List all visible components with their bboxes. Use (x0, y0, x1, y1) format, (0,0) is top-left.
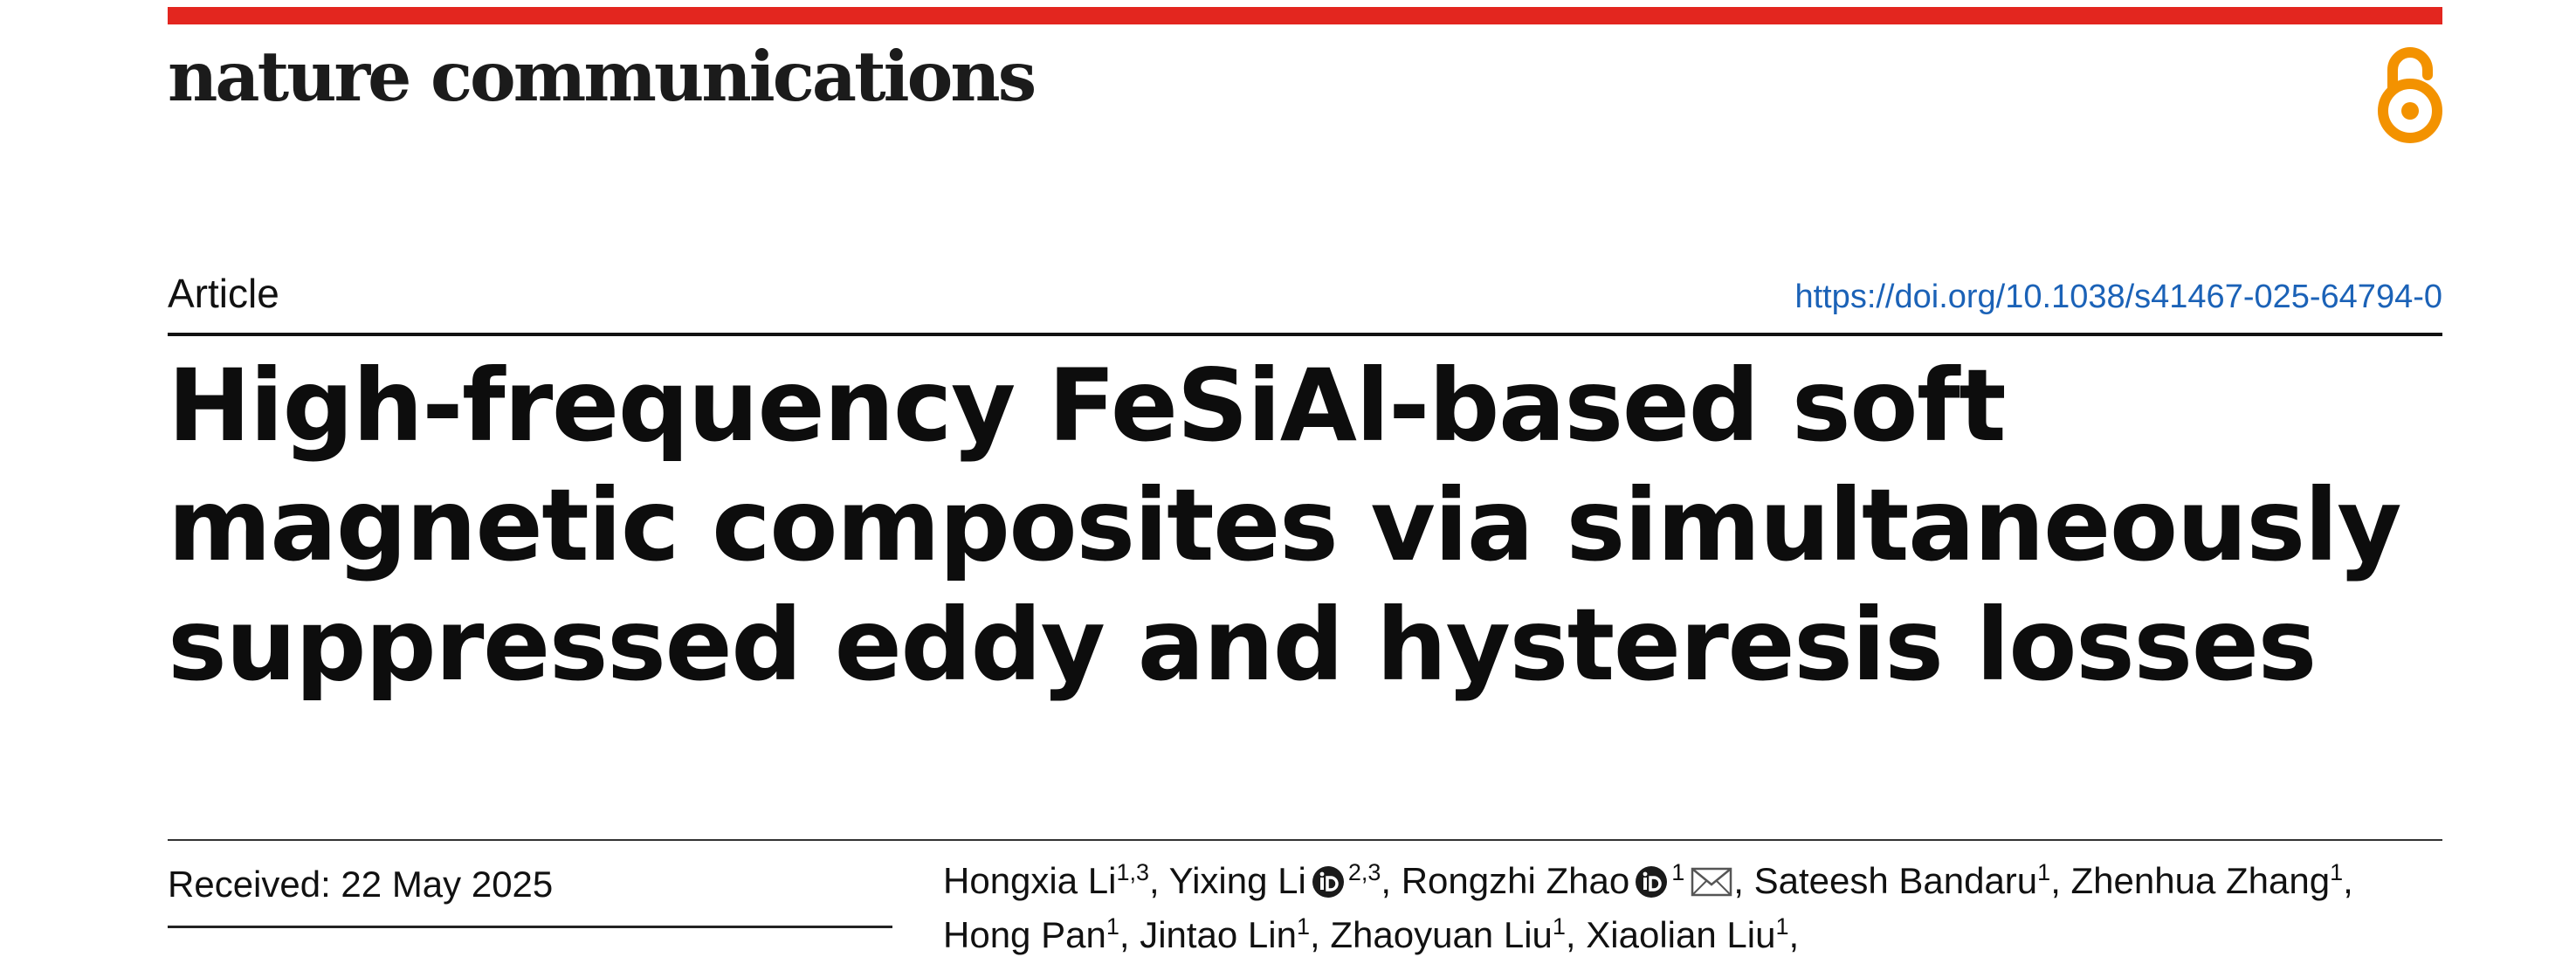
author-item[interactable]: Jintao Lin1, (1140, 914, 1320, 955)
affiliation-marker: 1 (2037, 859, 2051, 885)
author-name[interactable]: Sateesh Bandaru (1753, 860, 2038, 901)
author-separator: , (1381, 860, 1392, 901)
author-name[interactable]: Hongxia Li (943, 860, 1117, 901)
author-separator: , (1788, 914, 1800, 955)
affiliation-marker: 1 (1775, 913, 1789, 940)
author-separator: , (2050, 860, 2061, 901)
email-icon[interactable] (1690, 866, 1733, 898)
author-list: Hongxia Li1,3, Yixing Li 2,3, Rongzhi Zha… (943, 854, 2436, 957)
affiliation-marker: 1 (1105, 913, 1119, 940)
affiliation-marker: 1 (2330, 859, 2344, 885)
author-separator: , (1565, 914, 1576, 955)
article-type: Article (168, 271, 279, 316)
author-item[interactable]: Hong Pan1, (943, 914, 1130, 955)
affiliation-marker: 1,3 (1116, 859, 1150, 885)
doi-link[interactable]: https://doi.org/10.1038/s41467-025-64794… (1794, 279, 2442, 315)
author-item[interactable]: Xiaolian Liu1, (1586, 914, 1799, 955)
header-divider (168, 333, 2442, 336)
author-item[interactable]: Sateesh Bandaru1, (1754, 860, 2061, 901)
received-date: Received: 22 May 2025 (168, 864, 554, 905)
article-title: High-frequency FeSiAl-based soft magneti… (168, 348, 2402, 703)
orcid-icon[interactable] (1635, 865, 1668, 898)
author-item[interactable]: Hongxia Li1,3, (943, 860, 1160, 901)
affiliation-marker: 1 (1296, 913, 1311, 940)
author-name[interactable]: Hong Pan (943, 914, 1106, 955)
author-name[interactable]: Rongzhi Zhao (1401, 860, 1630, 901)
dates-divider (168, 926, 892, 928)
author-item[interactable]: Rongzhi Zhao 1, (1402, 860, 1744, 901)
affiliation-marker: 1 (1671, 859, 1685, 885)
author-name[interactable]: Yixing Li (1168, 860, 1306, 901)
journal-name[interactable]: nature communications (168, 36, 1037, 117)
journal-accent-bar (168, 7, 2442, 24)
author-separator: , (1733, 860, 1744, 901)
affiliation-marker: 2,3 (1347, 859, 1381, 885)
title-divider (168, 839, 2442, 841)
author-separator: , (1310, 914, 1320, 955)
author-separator: , (1149, 860, 1160, 901)
affiliation-marker: 1 (1552, 913, 1566, 940)
author-item[interactable]: Zhaoyuan Liu1, (1330, 914, 1575, 955)
author-name[interactable]: Xiaolian Liu (1586, 914, 1776, 955)
author-name[interactable]: Zhaoyuan Liu (1330, 914, 1553, 955)
author-item[interactable]: Zhenhua Zhang1, (2071, 860, 2353, 901)
open-access-icon[interactable] (2371, 35, 2449, 148)
author-name[interactable]: Zhenhua Zhang (2070, 860, 2331, 901)
author-item[interactable]: Yixing Li 2,3, (1169, 860, 1391, 901)
author-separator: , (2343, 860, 2353, 901)
orcid-icon[interactable] (1312, 865, 1345, 898)
author-name[interactable]: Jintao Lin (1140, 914, 1297, 955)
author-separator: , (1119, 914, 1130, 955)
